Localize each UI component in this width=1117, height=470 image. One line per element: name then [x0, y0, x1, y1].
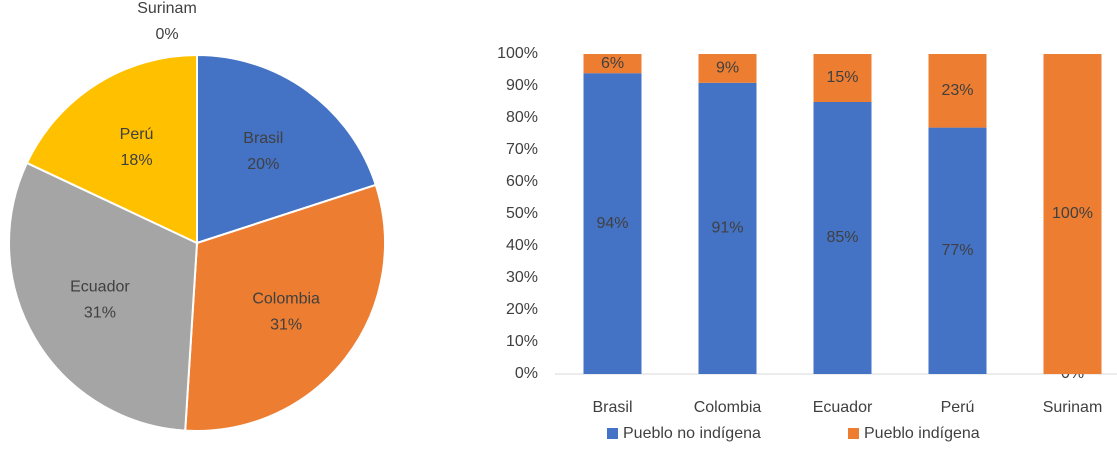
x-tick-label: Perú [941, 399, 975, 416]
bar-value-label: 94% [596, 215, 628, 232]
slice-label: Brasil [243, 130, 283, 147]
pie-slice [25, 53, 198, 245]
pie-slice [196, 53, 378, 245]
bar-segment [928, 127, 987, 374]
bar-value-label: 77% [941, 242, 973, 259]
bar-segment [698, 54, 757, 83]
bar-segment [928, 54, 987, 128]
bar-value-label: 85% [826, 229, 858, 246]
slice-value-label: 31% [270, 316, 302, 333]
bar-value-label: 9% [716, 60, 739, 77]
slice-label: Surinam [137, 0, 197, 17]
slice-label: Colombia [252, 290, 320, 307]
slice-label: Ecuador [70, 279, 130, 296]
y-tick-label: 0% [515, 365, 538, 382]
slice-value-label: 20% [247, 156, 279, 173]
y-tick-label: 100% [497, 45, 538, 62]
pie-slice [8, 161, 199, 432]
slice-value-label: 0% [155, 26, 178, 43]
y-tick-label: 20% [506, 301, 538, 318]
y-tick-label: 40% [506, 237, 538, 254]
y-tick-label: 50% [506, 205, 538, 222]
x-tick-label: Brasil [592, 399, 632, 416]
bar-segment [583, 73, 642, 374]
y-tick-label: 10% [506, 333, 538, 350]
slice-label: Perú [120, 126, 154, 143]
x-tick-label: Surinam [1043, 399, 1103, 416]
legend-swatch [848, 428, 859, 439]
y-tick-label: 60% [506, 173, 538, 190]
bar-value-label: 6% [601, 55, 624, 72]
bar-value-label: 100% [1052, 205, 1093, 222]
bar-segment [813, 54, 872, 102]
legend-swatch [607, 428, 618, 439]
y-tick-label: 30% [506, 269, 538, 286]
pie-slice [184, 183, 386, 432]
bar-value-label: 91% [711, 220, 743, 237]
bar-segment [813, 102, 872, 374]
legend-label: Pueblo no indígena [623, 425, 761, 442]
x-tick-label: Colombia [694, 399, 762, 416]
legend-label: Pueblo indígena [864, 425, 980, 442]
bar-segment [698, 82, 757, 375]
y-tick-label: 70% [506, 141, 538, 158]
bar-segment [583, 54, 642, 74]
bar-segment [1043, 54, 1102, 374]
bar-value-label: 15% [826, 69, 858, 86]
y-tick-label: 80% [506, 109, 538, 126]
x-tick-label: Ecuador [813, 399, 873, 416]
y-tick-label: 90% [506, 77, 538, 94]
slice-value-label: 31% [84, 305, 116, 322]
bar-value-label: 23% [941, 82, 973, 99]
slice-value-label: 18% [121, 152, 153, 169]
